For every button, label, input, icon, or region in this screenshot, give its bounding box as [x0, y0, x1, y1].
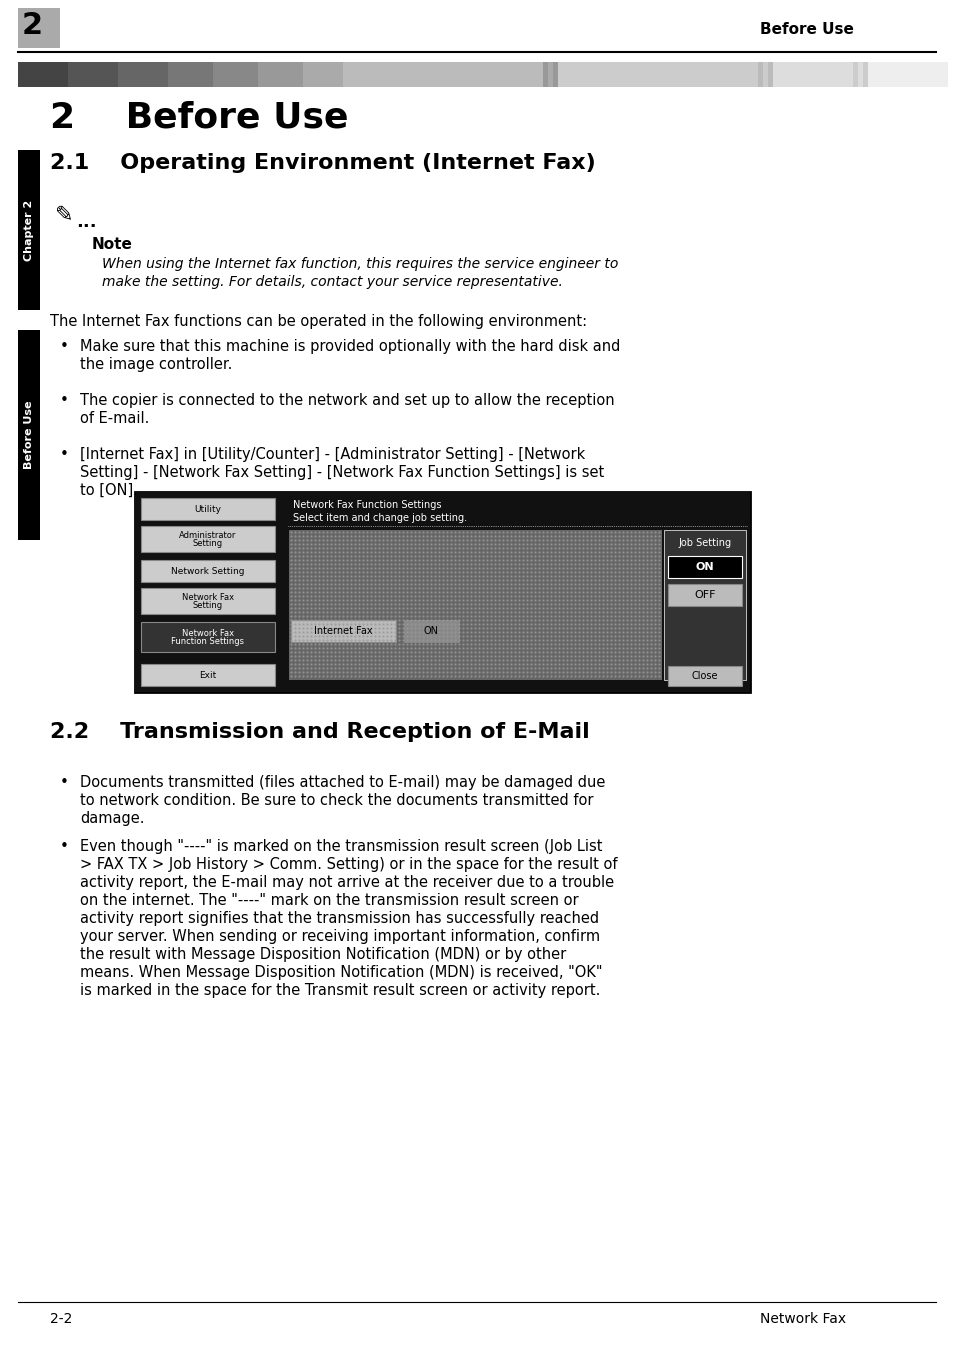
Text: •: •: [60, 775, 69, 790]
Bar: [772, 62, 852, 87]
Bar: [68, 62, 118, 87]
Text: 2-2: 2-2: [50, 1311, 72, 1326]
Text: to [ON].: to [ON].: [80, 483, 138, 498]
Text: Note: Note: [91, 237, 132, 251]
Bar: [141, 588, 274, 614]
Bar: [141, 526, 274, 552]
Text: Network Setting: Network Setting: [172, 566, 245, 576]
Text: the result with Message Disposition Notification (MDN) or by other: the result with Message Disposition Noti…: [80, 946, 566, 963]
Text: Before Use: Before Use: [24, 400, 34, 469]
Text: Setting: Setting: [193, 538, 223, 548]
Bar: [118, 62, 168, 87]
Text: ON: ON: [423, 626, 438, 635]
Bar: [135, 492, 285, 692]
Text: Function Settings: Function Settings: [172, 637, 244, 645]
Bar: [403, 621, 458, 642]
Bar: [663, 530, 745, 680]
Bar: [289, 530, 661, 680]
Bar: [767, 62, 772, 87]
Text: [Internet Fax] in [Utility/Counter] - [Administrator Setting] - [Network: [Internet Fax] in [Utility/Counter] - [A…: [80, 448, 584, 462]
Text: Exit: Exit: [199, 671, 216, 680]
Bar: [553, 62, 558, 87]
Text: of E-mail.: of E-mail.: [80, 411, 150, 426]
Bar: [135, 492, 749, 692]
Text: > FAX TX > Job History > Comm. Setting) or in the space for the result of: > FAX TX > Job History > Comm. Setting) …: [80, 857, 617, 872]
Text: 2.2    Transmission and Reception of E-Mail: 2.2 Transmission and Reception of E-Mail: [50, 722, 589, 742]
Bar: [857, 62, 862, 87]
Text: your server. When sending or receiving important information, confirm: your server. When sending or receiving i…: [80, 929, 599, 944]
Bar: [141, 560, 274, 581]
Text: Internet Fax: Internet Fax: [314, 626, 372, 635]
Text: to network condition. Be sure to check the documents transmitted for: to network condition. Be sure to check t…: [80, 794, 593, 808]
Text: Job Setting: Job Setting: [678, 538, 731, 548]
Text: activity report, the E-mail may not arrive at the receiver due to a trouble: activity report, the E-mail may not arri…: [80, 875, 614, 890]
Bar: [667, 584, 741, 606]
Bar: [542, 62, 547, 87]
Text: •: •: [60, 393, 69, 408]
Text: OFF: OFF: [694, 589, 715, 600]
Text: 2: 2: [22, 11, 43, 41]
Text: •: •: [60, 448, 69, 462]
Bar: [141, 664, 274, 685]
Text: The Internet Fax functions can be operated in the following environment:: The Internet Fax functions can be operat…: [50, 314, 586, 329]
Text: Network Fax: Network Fax: [182, 629, 233, 638]
Text: ✎: ✎: [55, 206, 73, 224]
Bar: [758, 62, 762, 87]
Text: Network Fax Function Settings: Network Fax Function Settings: [293, 500, 441, 510]
Text: •: •: [60, 339, 69, 354]
Bar: [867, 62, 947, 87]
Text: Administrator: Administrator: [179, 530, 236, 539]
Bar: [213, 62, 257, 87]
Text: Network Fax: Network Fax: [182, 592, 233, 602]
Bar: [141, 622, 274, 652]
Text: is marked in the space for the Transmit result screen or activity report.: is marked in the space for the Transmit …: [80, 983, 599, 998]
Bar: [18, 62, 68, 87]
Text: Make sure that this machine is provided optionally with the hard disk and: Make sure that this machine is provided …: [80, 339, 619, 354]
Text: When using the Internet fax function, this requires the service engineer to: When using the Internet fax function, th…: [102, 257, 618, 270]
Text: damage.: damage.: [80, 811, 144, 826]
Text: Network Fax: Network Fax: [760, 1311, 845, 1326]
Text: 2    Before Use: 2 Before Use: [50, 100, 348, 134]
Text: Even though "----" is marked on the transmission result screen (Job List: Even though "----" is marked on the tran…: [80, 840, 602, 854]
Text: Setting] - [Network Fax Setting] - [Network Fax Function Settings] is set: Setting] - [Network Fax Setting] - [Netw…: [80, 465, 603, 480]
Bar: [343, 62, 542, 87]
Text: Close: Close: [691, 671, 718, 681]
Bar: [762, 62, 767, 87]
Text: ON: ON: [695, 562, 714, 572]
Text: 2.1    Operating Environment (Internet Fax): 2.1 Operating Environment (Internet Fax): [50, 153, 595, 173]
Text: •: •: [60, 840, 69, 854]
Bar: [257, 62, 303, 87]
Bar: [667, 667, 741, 685]
Bar: [558, 62, 758, 87]
Text: Utility: Utility: [194, 504, 221, 514]
Bar: [141, 498, 274, 521]
Bar: [303, 62, 343, 87]
Text: means. When Message Disposition Notification (MDN) is received, "OK": means. When Message Disposition Notifica…: [80, 965, 602, 980]
Text: Setting: Setting: [193, 600, 223, 610]
Bar: [18, 8, 60, 49]
Bar: [547, 62, 553, 87]
Text: Documents transmitted (files attached to E-mail) may be damaged due: Documents transmitted (files attached to…: [80, 775, 605, 790]
Text: activity report signifies that the transmission has successfully reached: activity report signifies that the trans…: [80, 911, 598, 926]
Bar: [168, 62, 213, 87]
Text: make the setting. For details, contact your service representative.: make the setting. For details, contact y…: [102, 274, 562, 289]
Bar: [291, 621, 395, 642]
Bar: [18, 330, 40, 539]
Text: Select item and change job setting.: Select item and change job setting.: [293, 512, 467, 523]
Bar: [852, 62, 857, 87]
Text: The copier is connected to the network and set up to allow the reception: The copier is connected to the network a…: [80, 393, 614, 408]
Bar: [285, 492, 749, 692]
Text: ...: ...: [76, 214, 96, 231]
Text: Before Use: Before Use: [760, 23, 853, 38]
Text: Chapter 2: Chapter 2: [24, 199, 34, 261]
Text: the image controller.: the image controller.: [80, 357, 233, 372]
Text: on the internet. The "----" mark on the transmission result screen or: on the internet. The "----" mark on the …: [80, 894, 578, 909]
Bar: [18, 150, 40, 310]
Bar: [862, 62, 867, 87]
Bar: [667, 556, 741, 579]
